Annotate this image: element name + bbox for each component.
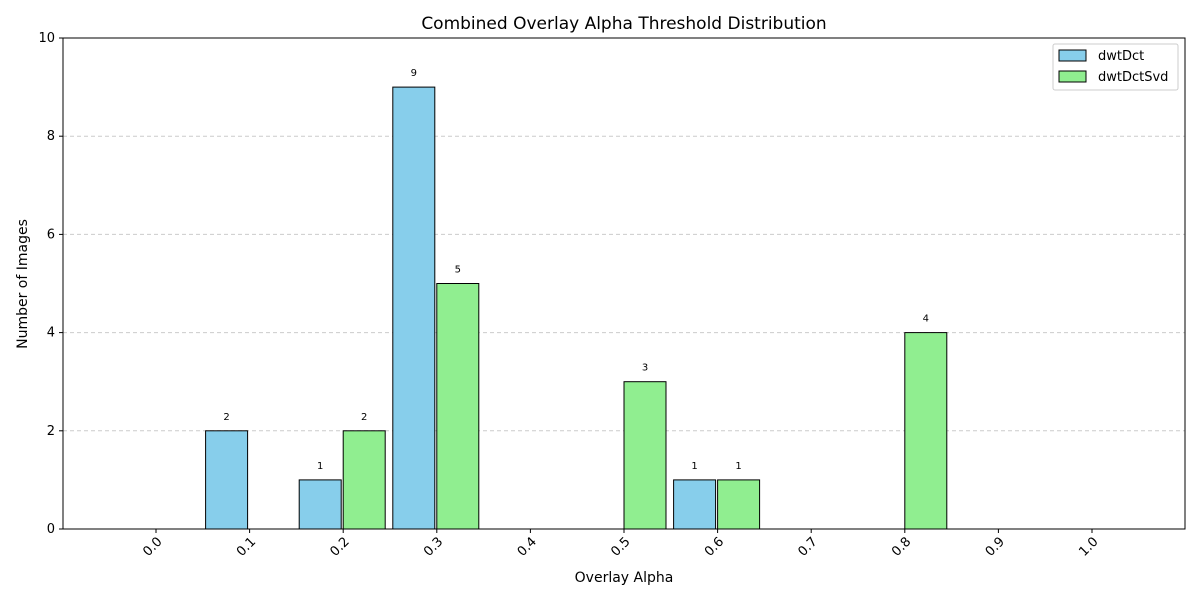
y-tick-label: 2: [47, 424, 55, 439]
x-tick-label: 0.9: [983, 534, 1008, 559]
y-tick-label: 4: [47, 326, 55, 341]
bar-dwtDctSvd-0.3: [436, 283, 480, 530]
bar-dwtDctSvd-0.5: [623, 381, 667, 530]
data-label-dwtDctSvd-0.2: 2: [361, 412, 367, 423]
x-tick-label: 1.0: [1076, 534, 1101, 559]
data-label-dwtDct-0.3: 9: [411, 68, 417, 79]
y-tick-label: 0: [47, 522, 55, 537]
x-tick-label: 0.3: [421, 534, 446, 559]
bar-dwtDctSvd-0.8: [904, 332, 948, 530]
data-label-dwtDctSvd-0.8: 4: [923, 314, 929, 325]
bar-dwtDct-0.3: [392, 86, 436, 530]
data-label-dwtDct-0.6: 1: [691, 461, 697, 472]
x-tick-label: 0.5: [608, 534, 633, 559]
bar-dwtDct-0.6: [673, 479, 717, 530]
legend-swatch-dwtDct: [1058, 49, 1087, 62]
bar-dwtDct-0.1: [205, 430, 249, 530]
bars: [112, 86, 1134, 530]
x-tick-label: 0.0: [140, 534, 165, 559]
data-labels: 2 1 9 1 2 5 3 1 4: [223, 68, 929, 472]
y-tick-label: 10: [38, 31, 55, 46]
y-axis-title: Number of Images: [15, 219, 31, 349]
bar-dwtDctSvd-0.6: [717, 479, 761, 530]
x-axis: 0.0 0.1 0.2 0.3 0.4 0.5 0.6 0.7 0.8 0.9 1.0: [140, 529, 1102, 560]
y-tick-label: 6: [47, 227, 55, 242]
y-tick-label: 8: [47, 129, 55, 144]
legend: dwtDct dwtDctSvd: [1052, 43, 1179, 91]
chart-title: Combined Overlay Alpha Threshold Distrib…: [421, 14, 826, 34]
x-tick-label: 0.1: [234, 534, 259, 559]
x-tick-label: 0.7: [796, 534, 821, 559]
legend-label-dwtDctSvd: dwtDctSvd: [1098, 70, 1168, 85]
x-axis-title: Overlay Alpha: [575, 570, 674, 586]
data-label-dwtDct-0.2: 1: [317, 461, 323, 472]
data-label-dwtDctSvd-0.6: 1: [735, 461, 741, 472]
x-tick-label: 0.4: [515, 534, 540, 559]
legend-label-dwtDct: dwtDct: [1098, 49, 1144, 64]
bar-dwtDctSvd-0.2: [342, 430, 386, 530]
x-tick-label: 0.6: [702, 534, 727, 559]
x-tick-label: 0.2: [328, 534, 353, 559]
bar-dwtDct-0.2: [298, 479, 342, 530]
x-tick-label: 0.8: [889, 534, 914, 559]
data-label-dwtDct-0.1: 2: [223, 412, 229, 423]
data-label-dwtDctSvd-0.5: 3: [642, 363, 648, 374]
y-axis: 0 2 4 6 8 10: [38, 31, 63, 537]
legend-swatch-dwtDctSvd: [1058, 70, 1087, 83]
data-label-dwtDctSvd-0.3: 5: [455, 265, 461, 276]
